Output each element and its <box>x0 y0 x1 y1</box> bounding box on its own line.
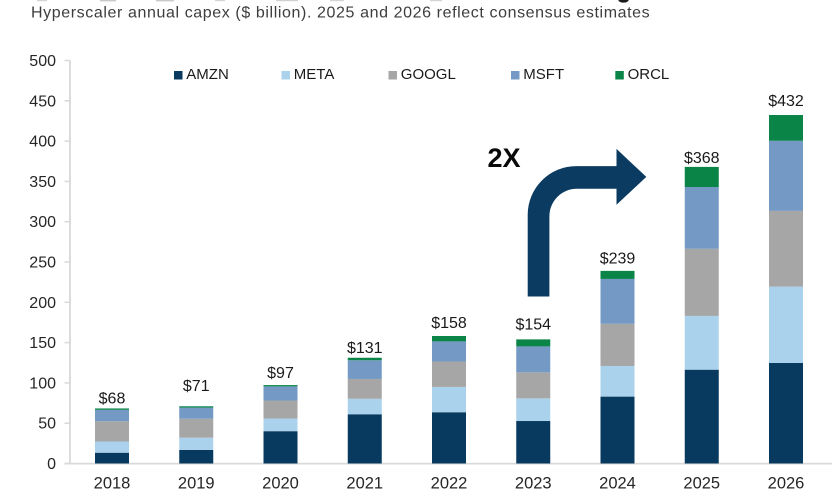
svg-text:$68: $68 <box>99 391 126 408</box>
svg-text:$71: $71 <box>183 378 210 395</box>
svg-text:300: 300 <box>29 214 56 231</box>
svg-text:2020: 2020 <box>262 475 299 493</box>
svg-text:450: 450 <box>29 93 56 110</box>
svg-text:2022: 2022 <box>431 475 468 493</box>
svg-text:ORCL: ORCL <box>628 66 670 83</box>
svg-text:350: 350 <box>29 174 56 191</box>
svg-text:2026: 2026 <box>768 475 805 493</box>
svg-text:$368: $368 <box>684 150 720 167</box>
svg-text:2025: 2025 <box>683 475 720 493</box>
svg-text:50: 50 <box>38 416 56 433</box>
svg-text:2019: 2019 <box>178 475 215 493</box>
svg-text:2021: 2021 <box>346 475 383 493</box>
svg-text:Hyperscaler annual capex ($ bi: Hyperscaler annual capex ($ billion). 20… <box>31 5 650 22</box>
svg-text:2023: 2023 <box>515 475 552 493</box>
svg-text:AMZN: AMZN <box>186 66 229 83</box>
svg-text:150: 150 <box>29 335 56 352</box>
svg-text:400: 400 <box>29 134 56 151</box>
svg-text:100: 100 <box>29 375 56 392</box>
svg-text:2024: 2024 <box>599 475 636 493</box>
svg-text:2018: 2018 <box>94 475 131 493</box>
svg-text:$158: $158 <box>431 315 467 332</box>
svg-text:250: 250 <box>29 255 56 272</box>
svg-text:$131: $131 <box>347 340 383 357</box>
svg-text:0: 0 <box>47 456 56 473</box>
svg-text:$432: $432 <box>768 93 804 110</box>
svg-text:MSFT: MSFT <box>523 66 564 83</box>
svg-text:GOOGL: GOOGL <box>401 66 456 83</box>
svg-text:$97: $97 <box>267 365 294 382</box>
svg-text:500: 500 <box>29 53 56 70</box>
svg-text:2X: 2X <box>487 143 520 173</box>
svg-text:$154: $154 <box>515 316 551 333</box>
svg-text:$239: $239 <box>600 251 636 268</box>
svg-text:200: 200 <box>29 295 56 312</box>
svg-text:META: META <box>294 66 335 83</box>
